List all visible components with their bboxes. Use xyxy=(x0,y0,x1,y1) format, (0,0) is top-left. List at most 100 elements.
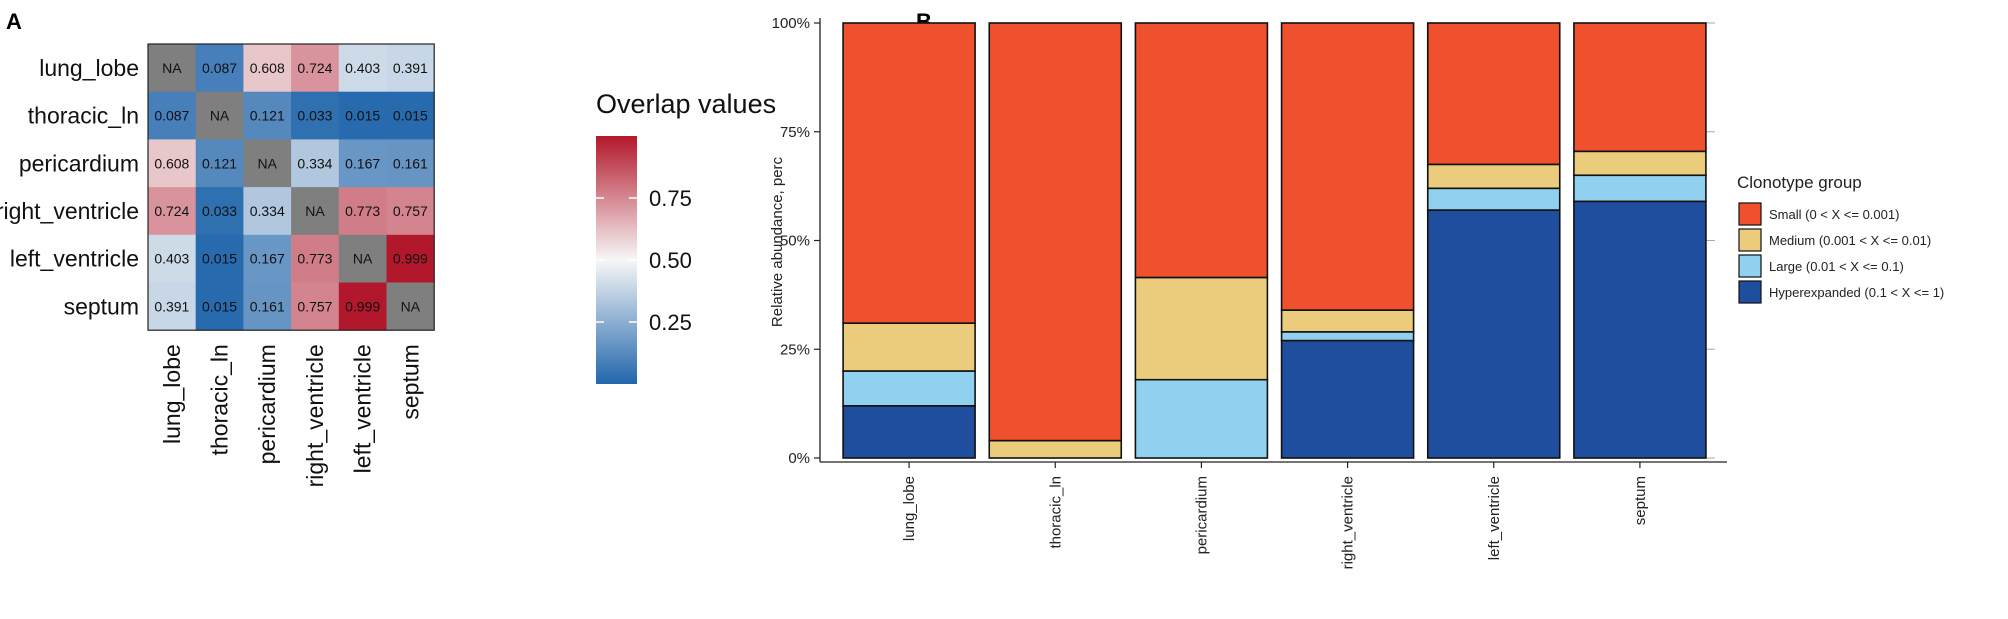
heatmap-cell-label: 0.015 xyxy=(345,108,380,124)
legend-tick-label: 0.50 xyxy=(649,248,692,273)
bar-segment xyxy=(988,439,1123,459)
heatmap-border xyxy=(147,43,435,331)
heatmap-cell xyxy=(291,44,340,93)
heatmap-cell-label: 0.167 xyxy=(250,251,285,267)
overlap-heatmap: NA 0.087 0.608 0.724 0.403 0.391 0.087 NA 0.121 0… xyxy=(0,43,435,487)
heatmap-cell-label: 0.087 xyxy=(202,60,237,76)
bar-segment xyxy=(1134,276,1269,381)
heatmap-cell-label: 0.161 xyxy=(250,298,285,314)
heatmap-cell xyxy=(148,187,197,236)
heatmap-cell-label: 0.757 xyxy=(393,203,428,219)
heatmap-cell-label: 0.015 xyxy=(393,108,428,124)
heatmap-column-label: thoracic_ln xyxy=(207,344,233,455)
heatmap-cell xyxy=(338,282,387,331)
bar-segment xyxy=(1134,22,1269,279)
bar-y-tick-label: 0% xyxy=(788,450,810,467)
heatmap-cell-label: 0.999 xyxy=(393,251,428,267)
heatmap-cell xyxy=(386,234,435,283)
bar-y-axis-title: Relative abundance, perc xyxy=(769,156,786,327)
heatmap-cell xyxy=(148,44,197,93)
heatmap-row-label: septum xyxy=(64,293,139,319)
heatmap-cell-label: 0.757 xyxy=(297,298,332,314)
heatmap-row-label: left_ventricle xyxy=(10,246,139,272)
heatmap-cell xyxy=(386,187,435,236)
heatmap-cell xyxy=(195,234,244,283)
heatmap-cell-label: 0.121 xyxy=(202,155,237,171)
legend-entry-label: Large (0.01 < X <= 0.1) xyxy=(1769,259,1904,274)
heatmap-column-label: right_ventricle xyxy=(302,344,328,487)
heatmap-cell-label: NA xyxy=(210,108,230,124)
heatmap-cell-label: 0.033 xyxy=(202,203,237,219)
heatmap-cell-label: 0.724 xyxy=(154,203,189,219)
heatmap-cell xyxy=(243,91,292,140)
heatmap-cell xyxy=(291,282,340,331)
bar-segment xyxy=(1426,187,1561,211)
heatmap-cell xyxy=(243,44,292,93)
heatmap-cell xyxy=(386,44,435,93)
heatmap-cell xyxy=(243,234,292,283)
bar-segment xyxy=(988,22,1123,442)
legend-swatch xyxy=(1738,202,1762,226)
heatmap-row-label: lung_lobe xyxy=(39,55,139,81)
heatmap-cell-label: NA xyxy=(258,155,278,171)
bar-x-tick-label: right_ventricle xyxy=(1340,476,1357,569)
bar-x-tick-label: left_ventricle xyxy=(1486,476,1503,560)
bar-segment xyxy=(1573,200,1707,459)
heatmap-cell xyxy=(338,187,387,236)
bar-segment xyxy=(1280,22,1415,311)
legend-tick-label: 0.25 xyxy=(649,310,692,335)
heatmap-row-label: thoracic_ln xyxy=(28,103,139,129)
bar-segment xyxy=(842,370,976,407)
heatmap-cell-label: 0.403 xyxy=(154,251,189,267)
heatmap-cell-label: 0.773 xyxy=(297,251,332,267)
heatmap-cell xyxy=(291,187,340,236)
heatmap-cell-label: 0.403 xyxy=(345,60,380,76)
heatmap-column-label: septum xyxy=(397,344,423,419)
heatmap-cell xyxy=(386,139,435,188)
legend-swatch xyxy=(1738,228,1762,252)
bar-segment xyxy=(1573,22,1707,153)
heatmap-cell xyxy=(386,91,435,140)
heatmap-cell-label: 0.121 xyxy=(250,108,285,124)
heatmap-cell-label: 0.773 xyxy=(345,203,380,219)
heatmap-cell xyxy=(148,139,197,188)
heatmap-column-label: pericardium xyxy=(254,344,280,464)
heatmap-cell xyxy=(338,234,387,283)
bar-segment xyxy=(842,404,976,459)
heatmap-cell xyxy=(338,44,387,93)
heatmap-cell xyxy=(291,139,340,188)
heatmap-cell-label: 0.391 xyxy=(154,298,189,314)
bar-y-tick-label: 100% xyxy=(772,15,810,32)
bar-segment xyxy=(1280,331,1415,342)
bar-y-tick-label: 75% xyxy=(780,124,810,141)
legend-entry-label: Medium (0.001 < X <= 0.01) xyxy=(1769,233,1931,248)
heatmap-cell xyxy=(195,187,244,236)
heatmap-cell xyxy=(338,91,387,140)
heatmap-cell xyxy=(195,44,244,93)
legend-swatch xyxy=(1738,254,1762,278)
heatmap-cell-label: 0.608 xyxy=(154,155,189,171)
heatmap-cell xyxy=(291,91,340,140)
heatmap-cell-label: 0.015 xyxy=(202,298,237,314)
bar-segment xyxy=(1426,209,1561,459)
heatmap-cell-label: 0.015 xyxy=(202,251,237,267)
heatmap-column-label: lung_lobe xyxy=(159,344,185,444)
bar-segment xyxy=(1280,309,1415,333)
heatmap-cell-label: 0.087 xyxy=(154,108,189,124)
heatmap-cell-label: 0.608 xyxy=(250,60,285,76)
heatmap-cell xyxy=(195,91,244,140)
heatmap-cell xyxy=(243,139,292,188)
heatmap-legend-title: Overlap values xyxy=(596,89,776,119)
clonotype-stacked-bar-chart: lung_lobe thoracic_ln pericardium right_ven… xyxy=(769,15,1727,569)
heatmap-cell-label: NA xyxy=(353,251,373,267)
bar-x-tick-label: lung_lobe xyxy=(901,476,918,541)
bar-segment xyxy=(842,322,976,372)
heatmap-color-legend: Overlap values 0.25 0.50 0.75 xyxy=(596,89,776,384)
heatmap-cell-label: NA xyxy=(162,60,182,76)
bar-segment xyxy=(1280,339,1415,459)
bar-x-tick-label: thoracic_ln xyxy=(1047,476,1064,549)
bar-segment xyxy=(1134,378,1269,459)
heatmap-cell xyxy=(338,139,387,188)
bar-x-tick-label: pericardium xyxy=(1193,476,1210,554)
